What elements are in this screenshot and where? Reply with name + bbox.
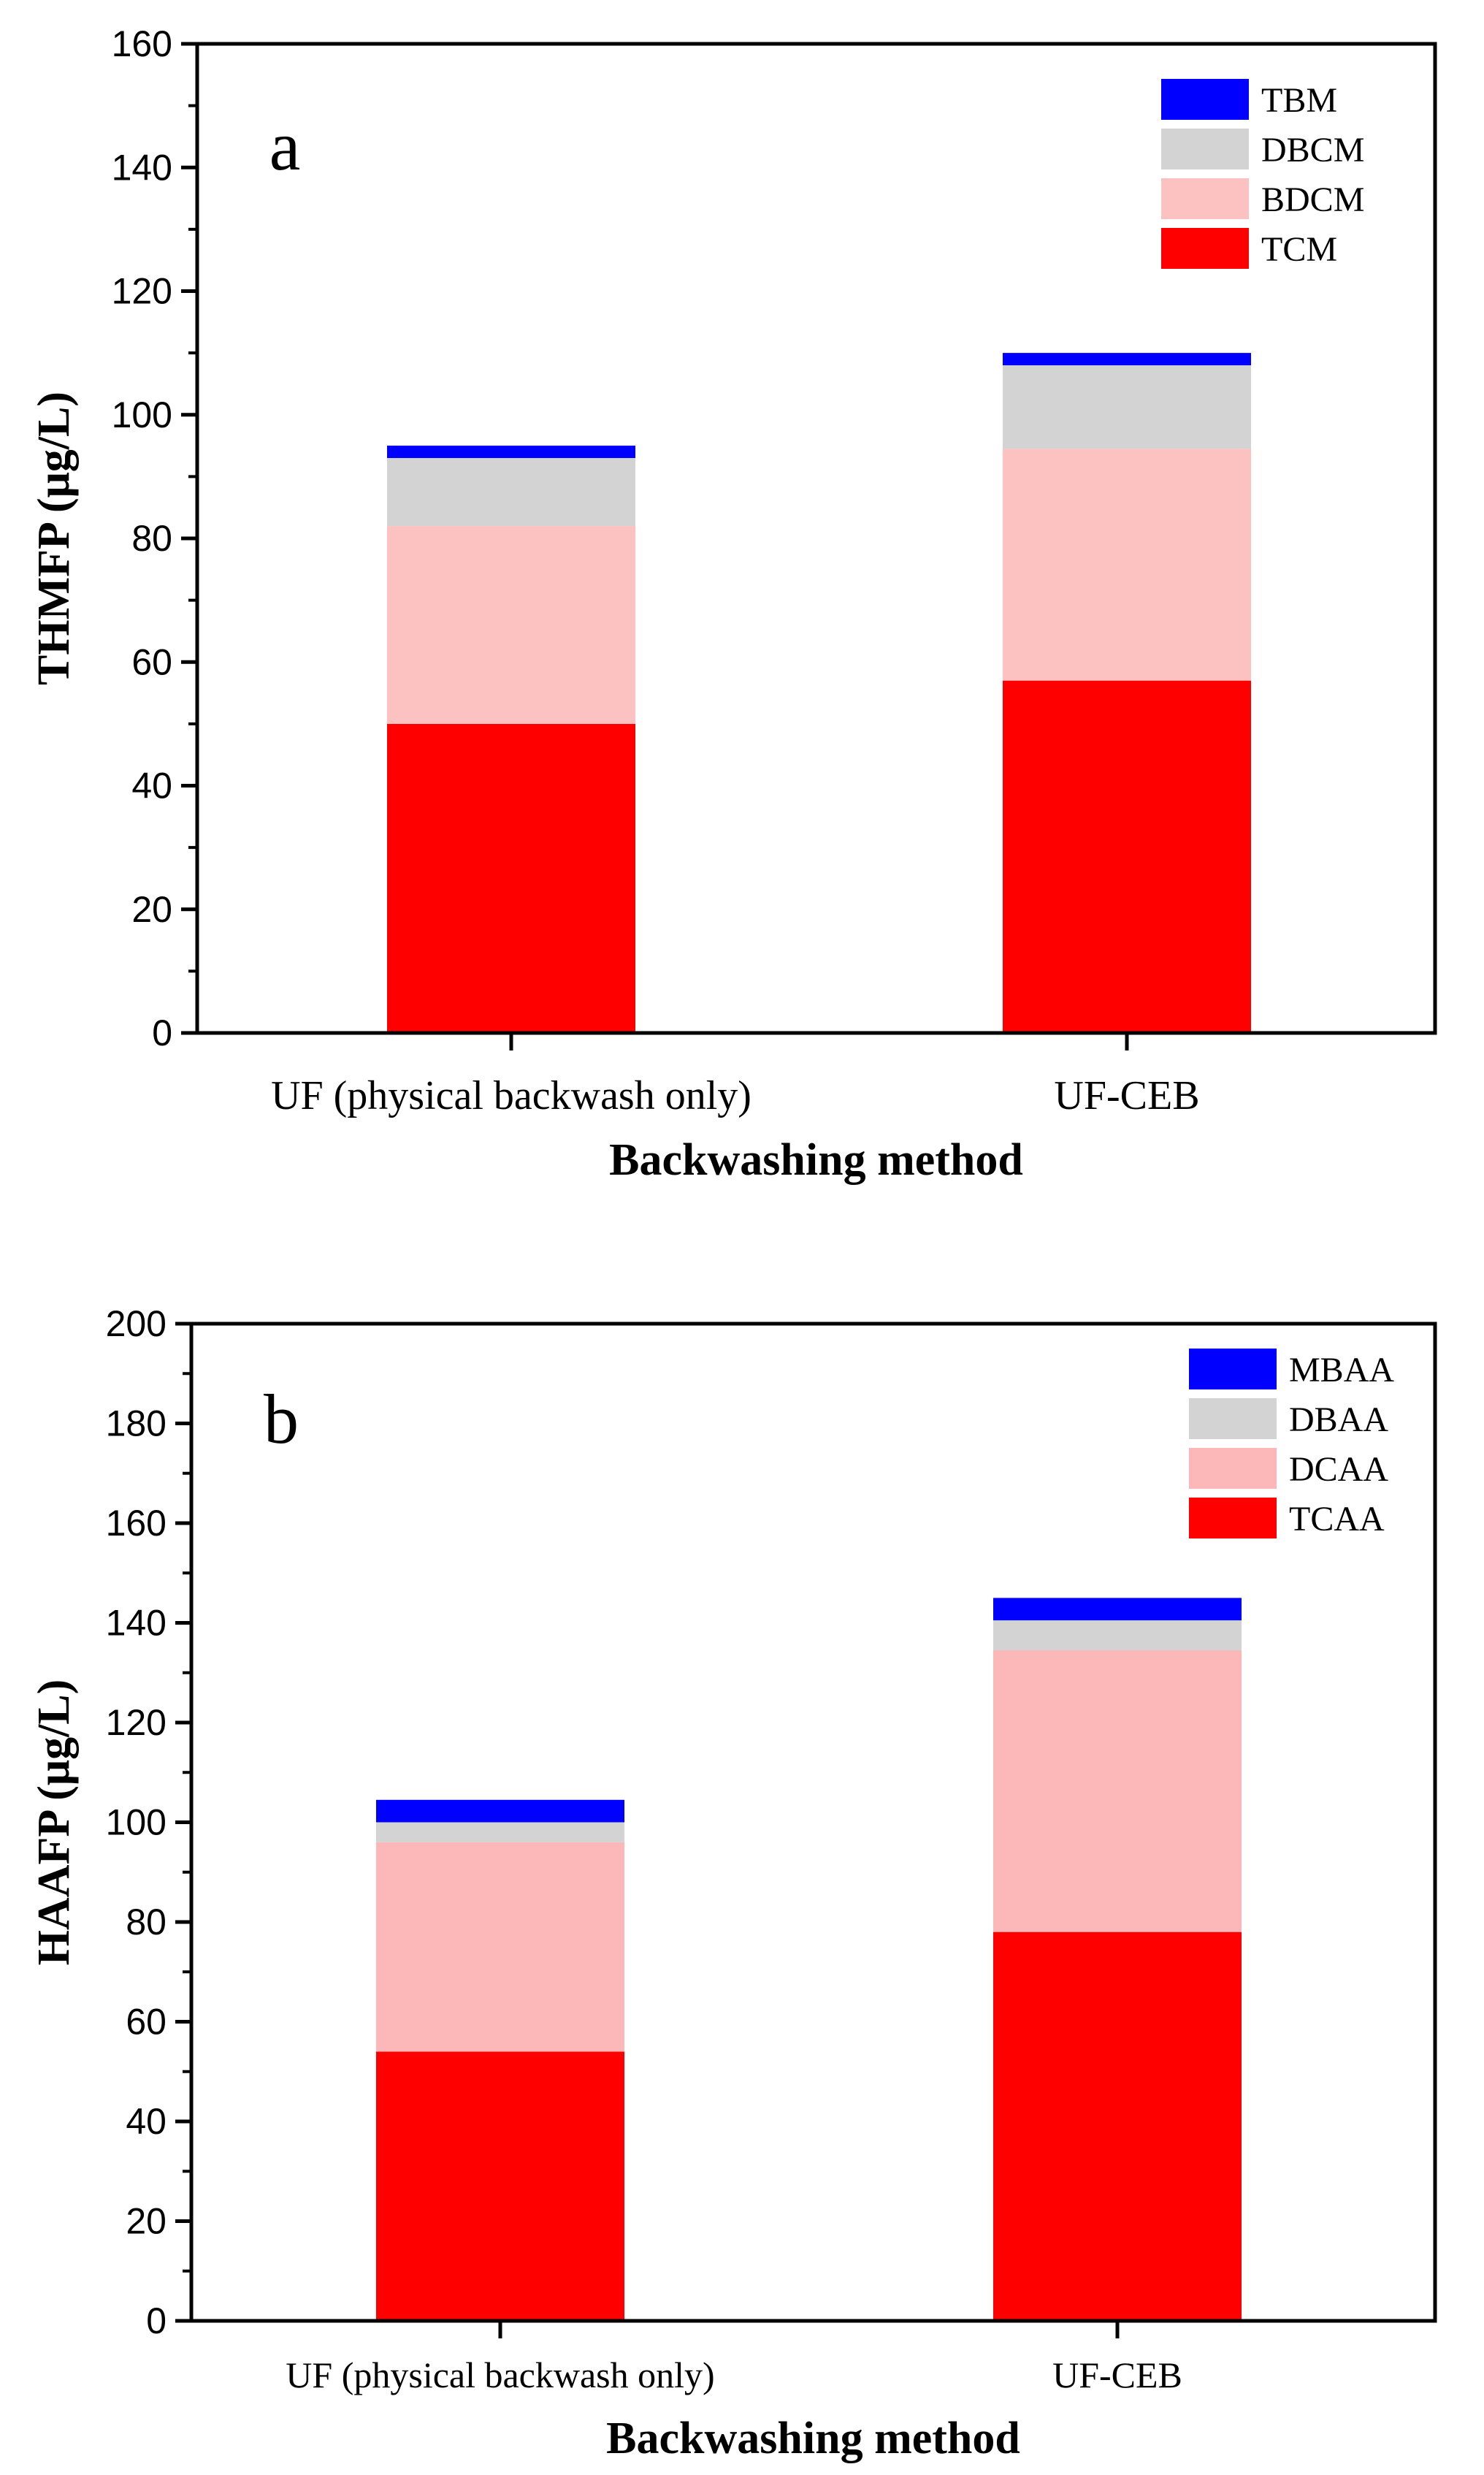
y-tick-label: 180	[106, 1403, 167, 1444]
legend-label-tcaa: TCAA	[1289, 1500, 1385, 1538]
legend-label-dbcm: DBCM	[1261, 131, 1364, 169]
y-tick-label: 80	[131, 518, 172, 559]
x-axis-title: Backwashing method	[609, 1135, 1023, 1185]
bar-mbaa-1	[993, 1598, 1242, 1621]
bar-dbcm-1	[1003, 365, 1251, 449]
y-axis-title: THMFP (μg/L)	[29, 392, 79, 685]
y-tick-label: 40	[126, 2101, 167, 2142]
y-tick-label: 60	[131, 641, 172, 682]
bar-dcaa-0	[376, 1842, 624, 2052]
bar-tbm-1	[1003, 353, 1251, 366]
legend-swatch-dbcm	[1161, 129, 1249, 169]
y-tick-label: 100	[112, 394, 172, 435]
bar-dbcm-0	[387, 457, 635, 527]
y-tick-label: 0	[152, 1013, 172, 1053]
y-axis-title: HAAFP (μg/L)	[29, 1679, 79, 1966]
legend-label-dbaa: DBAA	[1289, 1400, 1388, 1439]
y-tick-label: 80	[126, 1902, 167, 1942]
y-tick-label: 140	[112, 147, 172, 188]
legend-swatch-tcaa	[1189, 1498, 1277, 1538]
bar-tcaa-0	[376, 2051, 624, 2321]
chart-panel-a: 0 20 40 60 80 100 120 140 160 UF (physical backwa…	[29, 23, 1437, 1185]
legend-swatch-dbaa	[1189, 1398, 1277, 1439]
bar-tcaa-1	[993, 1931, 1242, 2321]
legend-label-mbaa: MBAA	[1289, 1351, 1394, 1389]
legend-swatch-mbaa	[1189, 1349, 1277, 1389]
bar-dbaa-1	[993, 1620, 1242, 1651]
bar-dcaa-1	[993, 1650, 1242, 1932]
legend-swatch-tcm	[1161, 228, 1249, 269]
x-category-label: UF-CEB	[1054, 1073, 1199, 1118]
y-tick-label: 160	[106, 1503, 167, 1544]
bar-tcm-0	[387, 723, 635, 1033]
legend-swatch-bdcm	[1161, 178, 1249, 219]
y-tick-label: 120	[112, 271, 172, 312]
bar-bdcm-0	[387, 526, 635, 724]
bar-dbaa-0	[376, 1822, 624, 1842]
chart-panel-b: 0 20 40 60 80 100 120 140 160 180 200 UF (physical …	[29, 1303, 1437, 2463]
y-tick-label: 20	[131, 889, 172, 930]
legend-label-tcm: TCM	[1261, 230, 1337, 269]
x-category-label: UF (physical backwash only)	[286, 2354, 714, 2395]
legend-swatch-dcaa	[1189, 1448, 1277, 1489]
y-tick-label: 60	[126, 2002, 167, 2043]
legend-label-tbm: TBM	[1261, 81, 1337, 120]
panel-label: a	[269, 107, 301, 185]
y-tick-label: 200	[106, 1303, 167, 1344]
x-category-label: UF-CEB	[1052, 2354, 1182, 2395]
y-tick-label: 120	[106, 1702, 167, 1743]
y-tick-label: 100	[106, 1802, 167, 1843]
bar-tcm-1	[1003, 680, 1251, 1033]
bar-mbaa-0	[376, 1799, 624, 1823]
y-tick-label: 20	[126, 2201, 167, 2242]
y-tick-label: 40	[131, 766, 172, 806]
legend-label-bdcm: BDCM	[1261, 180, 1364, 219]
bar-tbm-0	[387, 446, 635, 458]
y-tick-label: 140	[106, 1603, 167, 1644]
legend: TBM DBCM BDCM TCM	[1161, 79, 1364, 269]
legend-label-dcaa: DCAA	[1289, 1450, 1388, 1489]
x-axis-title: Backwashing method	[606, 2414, 1020, 2463]
x-category-label: UF (physical backwash only)	[271, 1073, 751, 1118]
y-tick-label: 0	[146, 2300, 167, 2341]
legend: MBAA DBAA DCAA TCAA	[1189, 1349, 1394, 1538]
bar-bdcm-1	[1003, 449, 1251, 681]
y-tick-label: 160	[112, 23, 172, 64]
panel-label: b	[264, 1380, 299, 1458]
legend-swatch-tbm	[1161, 79, 1249, 120]
